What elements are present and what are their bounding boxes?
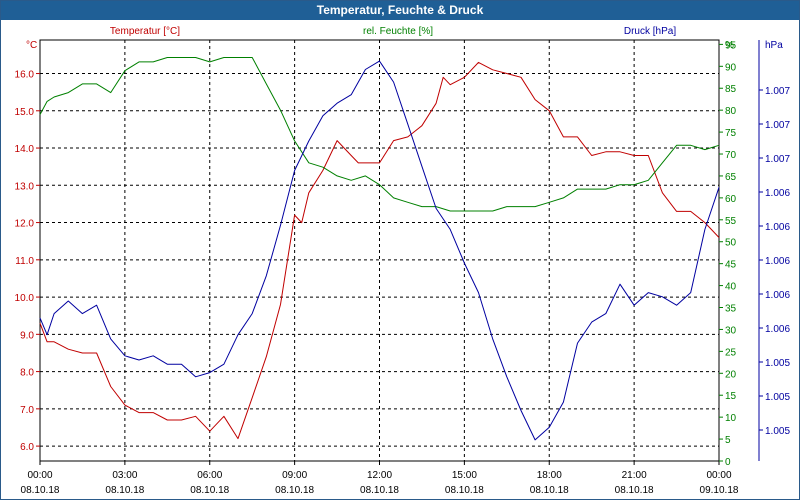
window-title: Temperatur, Feuchte & Druck bbox=[1, 1, 799, 20]
humidity-tick-label: 5 bbox=[725, 435, 731, 446]
x-tick-label-time: 12:00 bbox=[367, 470, 392, 481]
temperature-unit: °C bbox=[26, 40, 37, 51]
temperature-tick-label: 12.0 bbox=[15, 219, 35, 230]
humidity-tick-label: 50 bbox=[725, 238, 737, 249]
temperature-tick-label: 10.0 bbox=[15, 293, 35, 304]
temperature-tick-label: 14.0 bbox=[15, 144, 35, 155]
x-tick-label-date: 08.10.18 bbox=[275, 485, 314, 496]
humidity-tick-label: 95 bbox=[725, 40, 737, 51]
temperature-axis-label: Temperatur [°C] bbox=[110, 26, 180, 37]
humidity-tick-label: 20 bbox=[725, 369, 737, 380]
series-line-humidity bbox=[39, 57, 720, 212]
x-tick-label-date: 08.10.18 bbox=[445, 485, 484, 496]
x-tick-label-time: 21:00 bbox=[622, 470, 647, 481]
chart-labels: 00:00 08.10.18 03:00 08.10.18 06:00 08.10.18 0… bbox=[15, 26, 791, 496]
pressure-tick-label: 1.006 bbox=[765, 290, 790, 301]
x-tick-label-time: 03:00 bbox=[112, 470, 137, 481]
x-tick-label-date: 08.10.18 bbox=[105, 485, 144, 496]
humidity-tick-label: 10 bbox=[725, 413, 737, 424]
x-tick-label-date: 08.10.18 bbox=[360, 485, 399, 496]
pressure-tick-label: 1.005 bbox=[765, 392, 790, 403]
x-tick-label-time: 00:00 bbox=[27, 470, 52, 481]
chart-series bbox=[39, 57, 720, 441]
humidity-unit: % bbox=[725, 40, 734, 51]
x-tick-label-date: 08.10.18 bbox=[615, 485, 654, 496]
pressure-unit: hPa bbox=[765, 40, 783, 51]
humidity-tick-label: 80 bbox=[725, 106, 737, 117]
humidity-axis-label: rel. Feuchte [%] bbox=[363, 26, 433, 37]
x-tick-label-time: 18:00 bbox=[537, 470, 562, 481]
humidity-tick-label: 45 bbox=[725, 260, 737, 271]
pressure-tick-label: 1.006 bbox=[765, 188, 790, 199]
x-tick-label-date: 08.10.18 bbox=[530, 485, 569, 496]
humidity-tick-label: 75 bbox=[725, 128, 737, 139]
humidity-tick-label: 25 bbox=[725, 347, 737, 358]
pressure-tick-label: 1.005 bbox=[765, 358, 790, 369]
humidity-tick-label: 70 bbox=[725, 150, 737, 161]
humidity-tick-label: 40 bbox=[725, 282, 737, 293]
x-tick-label-date: 08.10.18 bbox=[190, 485, 229, 496]
chart-grid bbox=[40, 40, 719, 461]
humidity-tick-label: 35 bbox=[725, 304, 737, 315]
x-tick-label-date: 08.10.18 bbox=[21, 485, 60, 496]
pressure-tick-label: 1.007 bbox=[765, 154, 790, 165]
humidity-tick-label: 0 bbox=[725, 457, 731, 468]
x-tick-label-time: 06:00 bbox=[197, 470, 222, 481]
series-line-pressure bbox=[39, 60, 720, 441]
pressure-tick-label: 1.006 bbox=[765, 222, 790, 233]
temperature-tick-label: 16.0 bbox=[15, 70, 35, 81]
series-line-temperature bbox=[39, 61, 720, 440]
temperature-tick-label: 6.0 bbox=[20, 442, 34, 453]
humidity-tick-label: 65 bbox=[725, 172, 737, 183]
pressure-tick-label: 1.007 bbox=[765, 120, 790, 131]
x-tick-label-time: 09:00 bbox=[282, 470, 307, 481]
humidity-tick-label: 15 bbox=[725, 391, 737, 402]
humidity-tick-label: 85 bbox=[725, 84, 737, 95]
temperature-tick-label: 7.0 bbox=[20, 405, 34, 416]
temperature-tick-label: 9.0 bbox=[20, 330, 34, 341]
pressure-tick-label: 1.005 bbox=[765, 426, 790, 437]
chart-axes bbox=[36, 39, 763, 465]
pressure-tick-label: 1.006 bbox=[765, 324, 790, 335]
temperature-tick-label: 11.0 bbox=[15, 256, 34, 267]
humidity-tick-label: 60 bbox=[725, 194, 737, 205]
x-tick-label-date: 09.10.18 bbox=[700, 485, 739, 496]
pressure-tick-label: 1.007 bbox=[765, 86, 790, 97]
x-tick-label-time: 15:00 bbox=[452, 470, 477, 481]
temperature-tick-label: 15.0 bbox=[15, 107, 35, 118]
humidity-tick-label: 30 bbox=[725, 325, 737, 336]
x-tick-label-time: 00:00 bbox=[706, 470, 731, 481]
humidity-tick-label: 90 bbox=[725, 62, 737, 73]
pressure-axis-label: Druck [hPa] bbox=[624, 26, 676, 37]
temperature-tick-label: 13.0 bbox=[15, 181, 35, 192]
temperature-tick-label: 8.0 bbox=[20, 368, 34, 379]
pressure-tick-label: 1.006 bbox=[765, 256, 790, 267]
humidity-tick-label: 55 bbox=[725, 216, 737, 227]
